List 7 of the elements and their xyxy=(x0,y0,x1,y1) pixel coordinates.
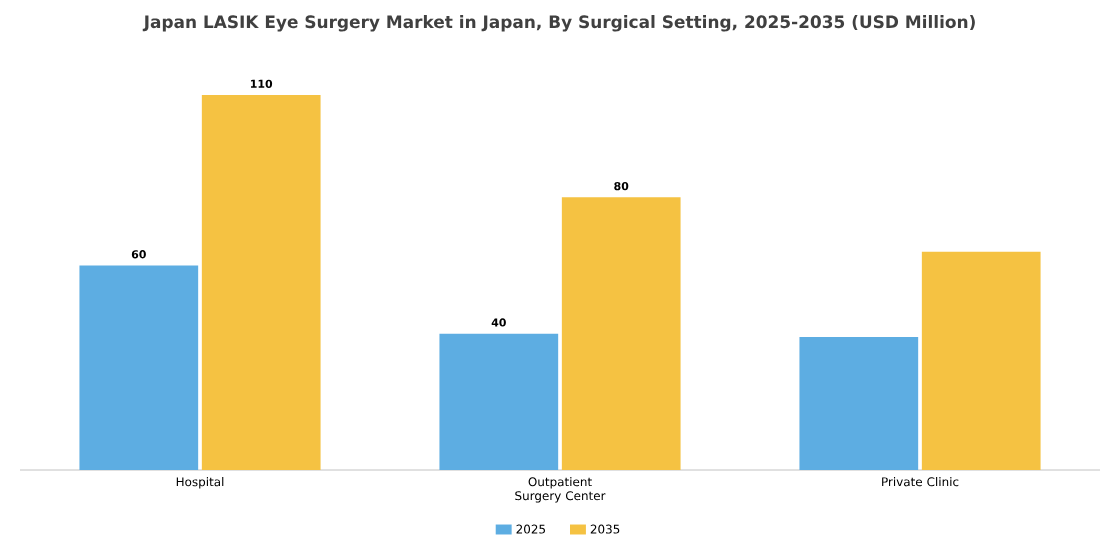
bar xyxy=(201,94,321,470)
bar xyxy=(79,265,199,470)
bar xyxy=(799,337,919,470)
bar xyxy=(561,197,681,470)
chart-title: Japan LASIK Eye Surgery Market in Japan, By Surgical Setting, 2025-2035 (USD Million) xyxy=(142,15,975,32)
bar xyxy=(921,251,1041,470)
bar xyxy=(439,333,559,470)
